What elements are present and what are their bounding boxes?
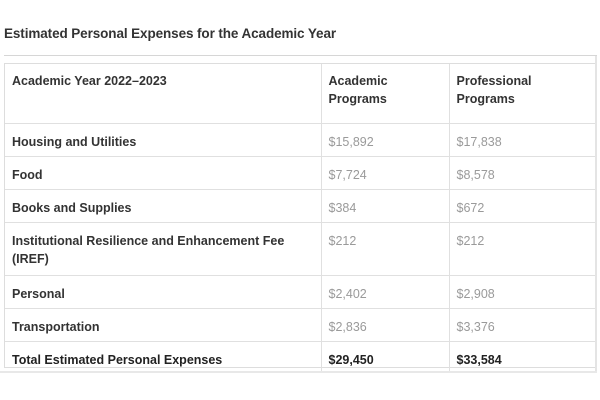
bottom-divider <box>0 371 597 373</box>
academic-value: $7,724 <box>320 155 450 190</box>
expenses-table: Academic Year 2022–2023 Academic Program… <box>5 64 596 372</box>
academic-value: $212 <box>320 221 450 276</box>
professional-value: $8,578 <box>448 155 596 190</box>
total-label: Total Estimated Personal Expenses <box>5 340 322 372</box>
column-header-year: Academic Year 2022–2023 <box>5 64 322 124</box>
row-label: Personal <box>5 274 322 309</box>
professional-value: $17,838 <box>448 122 596 157</box>
total-academic-value: $29,450 <box>320 340 450 372</box>
professional-value: $2,908 <box>448 274 596 309</box>
row-label: Institutional Resilience and Enhancement… <box>5 221 322 276</box>
academic-value: $384 <box>320 188 450 223</box>
column-header-academic: Academic Programs <box>320 64 450 124</box>
title-divider <box>4 55 597 56</box>
row-label: Transportation <box>5 307 322 342</box>
row-label: Books and Supplies <box>5 188 322 223</box>
table-row-food: Food $7,724 $8,578 <box>5 155 596 190</box>
table-row-books: Books and Supplies $384 $672 <box>5 188 596 223</box>
row-label: Housing and Utilities <box>5 122 322 157</box>
expenses-table-container: Academic Year 2022–2023 Academic Program… <box>4 63 597 372</box>
table-header-row: Academic Year 2022–2023 Academic Program… <box>5 64 596 124</box>
right-frame-edge <box>595 56 597 372</box>
academic-value: $2,836 <box>320 307 450 342</box>
column-header-professional: Professional Programs <box>448 64 596 124</box>
table-row-transportation: Transportation $2,836 $3,376 <box>5 307 596 342</box>
table-row-iref: Institutional Resilience and Enhancement… <box>5 221 596 276</box>
professional-value: $3,376 <box>448 307 596 342</box>
academic-value: $2,402 <box>320 274 450 309</box>
page-title: Estimated Personal Expenses for the Acad… <box>4 26 337 41</box>
table-row-personal: Personal $2,402 $2,908 <box>5 274 596 309</box>
table-row-housing: Housing and Utilities $15,892 $17,838 <box>5 122 596 157</box>
professional-value: $672 <box>448 188 596 223</box>
total-professional-value: $33,584 <box>448 340 596 372</box>
row-label: Food <box>5 155 322 190</box>
table-row-total: Total Estimated Personal Expenses $29,45… <box>5 340 596 372</box>
academic-value: $15,892 <box>320 122 450 157</box>
professional-value: $212 <box>448 221 596 276</box>
